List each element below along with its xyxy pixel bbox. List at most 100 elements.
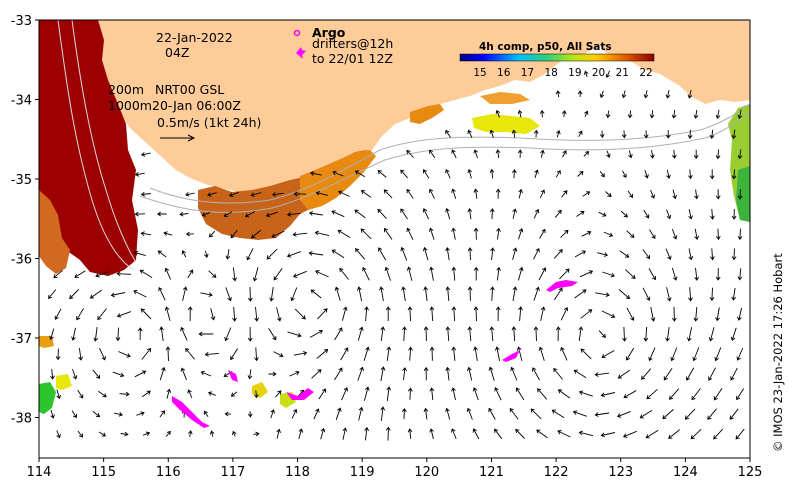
current-arrow xyxy=(423,169,430,179)
current-arrow xyxy=(251,229,261,239)
land-mass xyxy=(39,20,750,192)
current-vectors xyxy=(48,70,745,441)
current-arrow xyxy=(555,326,561,342)
current-arrow xyxy=(555,90,561,98)
current-arrow xyxy=(642,287,651,301)
current-arrow xyxy=(665,130,671,139)
current-arrow xyxy=(451,227,456,240)
current-arrow xyxy=(560,346,568,361)
current-arrow xyxy=(619,250,630,258)
current-arrow xyxy=(574,250,586,258)
current-arrow xyxy=(48,289,57,300)
current-arrow xyxy=(554,287,563,301)
y-tick-label: -38 xyxy=(11,412,32,427)
current-arrow xyxy=(56,389,62,400)
current-arrow xyxy=(210,308,216,321)
current-arrow xyxy=(331,210,345,218)
x-tick-label: 123 xyxy=(608,465,633,480)
current-arrow xyxy=(516,346,523,361)
current-arrow xyxy=(517,266,524,281)
current-arrow xyxy=(320,427,326,440)
current-arrow xyxy=(643,326,649,342)
current-arrow xyxy=(540,149,545,158)
drifter-track xyxy=(546,280,578,292)
sst-patch-yellow xyxy=(472,114,540,134)
current-arrow xyxy=(731,208,737,220)
current-arrow xyxy=(643,130,649,139)
current-arrow xyxy=(50,369,55,380)
current-arrow xyxy=(54,308,62,320)
drifters-to: to 22/01 12Z xyxy=(312,51,393,66)
x-tick-label: 115 xyxy=(91,465,116,480)
current-arrow xyxy=(265,211,278,218)
scale-label: 0.5m/s (1kt 24h) xyxy=(157,115,261,130)
current-arrow xyxy=(577,170,584,177)
current-arrow xyxy=(116,271,132,277)
current-arrow xyxy=(97,308,107,321)
current-arrow xyxy=(92,411,101,418)
current-arrow xyxy=(562,150,567,158)
current-arrow xyxy=(252,267,259,282)
current-arrow xyxy=(473,149,478,159)
current-arrow xyxy=(290,287,298,302)
current-arrow xyxy=(560,229,569,238)
current-arrow xyxy=(445,129,451,138)
drifter-track xyxy=(172,396,210,428)
current-arrow xyxy=(714,347,722,362)
current-arrow xyxy=(364,306,369,322)
current-arrow xyxy=(731,287,737,301)
current-arrow xyxy=(645,429,659,439)
current-arrow xyxy=(157,250,167,258)
current-arrow xyxy=(650,307,656,322)
current-arrow xyxy=(646,388,658,400)
current-arrow xyxy=(298,428,304,440)
current-arrow xyxy=(98,390,107,398)
current-arrow xyxy=(164,306,171,321)
current-arrow xyxy=(451,428,457,440)
current-arrow xyxy=(422,246,429,261)
current-arrow xyxy=(401,407,407,420)
current-arrow xyxy=(363,346,370,361)
current-arrow xyxy=(165,346,171,362)
current-arrow xyxy=(386,386,392,401)
current-arrow xyxy=(665,90,671,99)
current-arrow xyxy=(377,208,387,219)
current-arrow xyxy=(580,309,593,319)
current-arrow xyxy=(489,129,495,138)
current-arrow xyxy=(605,70,611,79)
current-arrow xyxy=(385,426,391,441)
current-arrow xyxy=(429,428,434,440)
current-arrow xyxy=(512,247,518,260)
colorbar-tick: 20 xyxy=(592,67,605,79)
current-arrow xyxy=(179,211,189,217)
legend-200m: 200m xyxy=(108,82,144,97)
current-arrow xyxy=(496,227,501,240)
current-arrow xyxy=(466,407,473,420)
current-arrow xyxy=(428,188,435,199)
current-arrow xyxy=(268,371,277,377)
current-arrow xyxy=(406,149,414,158)
y-axis: -33 -34 -35 -36 -37 -38 xyxy=(11,14,39,427)
current-arrow xyxy=(539,228,546,239)
current-arrow xyxy=(357,326,364,341)
current-arrow xyxy=(715,307,720,322)
current-arrow xyxy=(77,389,84,399)
current-arrow xyxy=(49,328,55,341)
current-arrow xyxy=(134,171,145,177)
current-arrow xyxy=(650,150,655,159)
current-arrow xyxy=(185,231,194,237)
current-arrow xyxy=(694,228,700,240)
current-arrow xyxy=(536,429,548,439)
current-arrow xyxy=(384,266,391,281)
current-arrow xyxy=(334,327,343,341)
current-arrow xyxy=(223,211,233,218)
current-arrow xyxy=(207,391,216,396)
current-arrow xyxy=(451,306,457,322)
current-arrow xyxy=(198,331,214,337)
current-arrow xyxy=(164,267,172,280)
current-arrow xyxy=(133,250,146,257)
current-arrow xyxy=(232,267,238,282)
current-arrow xyxy=(50,409,55,419)
current-arrow xyxy=(200,292,213,297)
current-arrow xyxy=(467,286,473,301)
